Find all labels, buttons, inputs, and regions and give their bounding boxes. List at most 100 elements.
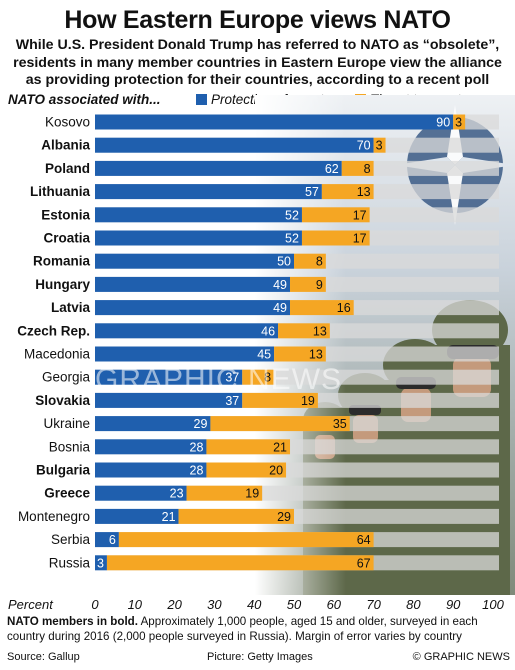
threat-value-label: 13 [309, 348, 323, 362]
x-tick-label: 80 [406, 597, 421, 612]
country-label: Ukraine [43, 416, 90, 431]
threat-value-label: 9 [316, 278, 323, 292]
protection-bar [95, 276, 291, 292]
threat-bar [242, 369, 275, 385]
protection-bar [95, 485, 187, 501]
threat-bar [290, 276, 326, 292]
country-label: Lithuania [30, 184, 90, 199]
picture-credit: Picture: Getty Images [207, 651, 313, 663]
protection-bar [95, 555, 107, 571]
threat-bar [290, 300, 354, 316]
threat-bar [294, 253, 326, 269]
threat-bar [186, 485, 263, 501]
threat-value-label: 17 [353, 208, 367, 222]
threat-bar [106, 555, 374, 571]
protection-value-label: 21 [162, 510, 176, 524]
threat-bar [206, 462, 287, 478]
protection-bar [95, 416, 211, 432]
protection-value-label: 37 [225, 394, 239, 408]
chart-subtitle: While U.S. President Donald Trump has re… [13, 37, 502, 88]
threat-value-label: 8 [264, 371, 271, 385]
protection-value-label: 62 [325, 162, 339, 176]
x-tick-label: 70 [366, 597, 381, 612]
country-label: Poland [45, 161, 90, 176]
protection-value-label: 6 [109, 533, 116, 547]
footnote: NATO members in bold. Approximately 1,00… [7, 615, 512, 644]
protection-bar [95, 184, 322, 200]
protection-value-label: 49 [273, 278, 287, 292]
threat-value-label: 19 [301, 394, 315, 408]
protection-value-label: 28 [190, 464, 204, 478]
footnote-text: Approximately 1,000 people, aged 15 and … [7, 615, 478, 643]
x-tick-label: 40 [247, 597, 262, 612]
x-tick-label: 60 [327, 597, 342, 612]
threat-bar [301, 230, 370, 246]
country-label: Russia [49, 555, 91, 570]
country-label: Kosovo [45, 115, 90, 130]
protection-value-label: 50 [277, 255, 291, 269]
threat-bar [278, 323, 330, 339]
x-tick-label: 50 [287, 597, 302, 612]
threat-bar [373, 137, 386, 153]
country-label: Croatia [43, 231, 90, 246]
threat-bar [242, 392, 318, 408]
graphic-news-credit: © GRAPHIC NEWS [412, 651, 510, 663]
x-tick-label: 10 [128, 597, 143, 612]
country-label: Montenegro [18, 509, 90, 524]
country-label: Bosnia [49, 439, 91, 454]
protection-value-label: 46 [261, 324, 275, 338]
protection-value-label: 28 [190, 440, 204, 454]
country-label: Estonia [41, 207, 90, 222]
threat-value-label: 8 [364, 162, 371, 176]
country-label: Hungary [35, 277, 90, 292]
threat-bar [210, 416, 350, 432]
threat-value-label: 35 [333, 417, 347, 431]
legend-heading: NATO associated with... [8, 92, 161, 107]
protection-bar [95, 462, 207, 478]
protection-value-label: 45 [257, 348, 271, 362]
protection-value-label: 90 [436, 116, 450, 130]
protection-bar [95, 230, 302, 246]
threat-bar [453, 114, 466, 130]
protection-bar [95, 439, 207, 455]
protection-value-label: 57 [305, 185, 319, 199]
x-tick-label: 20 [166, 597, 182, 612]
protection-bar [95, 300, 291, 316]
protection-value-label: 52 [285, 232, 299, 246]
protection-bar [95, 392, 243, 408]
threat-value-label: 8 [316, 255, 323, 269]
protection-value-label: 52 [285, 208, 299, 222]
country-label: Latvia [51, 300, 91, 315]
country-label: Albania [41, 138, 90, 153]
country-label: Greece [44, 486, 90, 501]
footer: Source: Gallup Picture: Getty Images © G… [7, 651, 510, 665]
threat-bar [206, 439, 291, 455]
x-tick-label: 0 [91, 597, 99, 612]
threat-bar [178, 508, 294, 524]
threat-value-label: 67 [357, 556, 371, 570]
country-label: Georgia [42, 370, 91, 385]
protection-bar [95, 369, 243, 385]
footnote-bold: NATO members in bold. [7, 615, 138, 628]
x-axis-label: Percent [8, 597, 54, 612]
x-tick-label: 100 [482, 597, 504, 612]
protection-bar [95, 137, 374, 153]
threat-value-label: 64 [357, 533, 371, 547]
protection-value-label: 37 [225, 371, 239, 385]
x-tick-label: 30 [207, 597, 222, 612]
protection-bar [95, 160, 342, 176]
protection-value-label: 23 [170, 487, 184, 501]
threat-value-label: 13 [313, 324, 327, 338]
chart-title: How Eastern Europe views NATO [64, 6, 451, 34]
threat-value-label: 17 [353, 232, 367, 246]
protection-value-label: 3 [97, 556, 104, 570]
country-label: Romania [33, 254, 91, 269]
protection-bar [95, 532, 119, 548]
country-label: Macedonia [24, 347, 91, 362]
threat-value-label: 21 [273, 440, 287, 454]
threat-value-label: 16 [337, 301, 351, 315]
threat-bar [274, 346, 326, 362]
protection-bar [95, 323, 279, 339]
protection-bar [95, 508, 179, 524]
